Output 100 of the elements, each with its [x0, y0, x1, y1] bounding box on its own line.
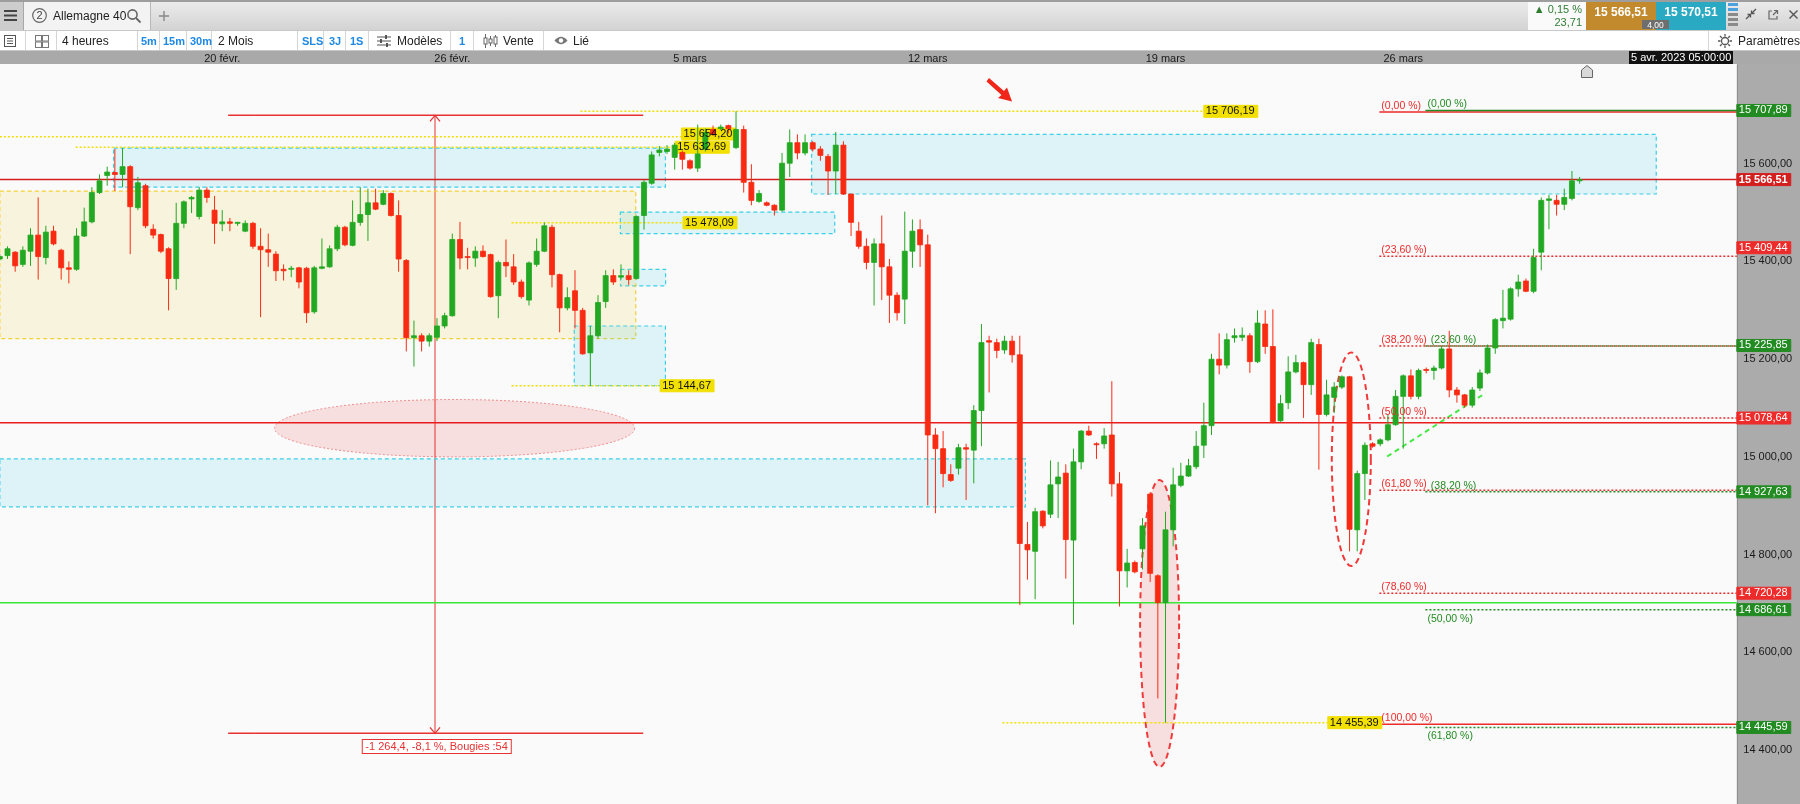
x-tick-label: 5 mars: [673, 51, 708, 64]
text: 15 570,51: [1664, 5, 1718, 19]
text: SLS: [302, 35, 324, 47]
candlestick: [572, 269, 579, 329]
ref-line-label: 14 445,59: [1739, 720, 1788, 733]
candlestick: [618, 263, 625, 281]
ref-line-label: 14 686,61: [1739, 602, 1788, 615]
candlestick: [418, 332, 425, 352]
candlestick: [365, 188, 372, 242]
ref-line-label: 15 566,51: [1739, 172, 1788, 185]
candlestick: [1277, 394, 1284, 423]
candlestick: [1300, 361, 1307, 419]
text: 1S: [350, 35, 364, 47]
candlestick: [1024, 521, 1031, 581]
candlestick: [963, 443, 970, 501]
text: 1: [459, 35, 466, 47]
text: Modèles: [397, 34, 443, 48]
text: 23,71: [1554, 16, 1582, 28]
candlestick: [58, 248, 65, 281]
annotation: (61,80 %): [1381, 478, 1427, 490]
annotation: (61,80 %): [1427, 730, 1474, 742]
candlestick: [587, 325, 594, 387]
y-tick-label: 14 800,00: [1743, 547, 1793, 560]
ref-line-label: 14 720,28: [1739, 586, 1788, 599]
candlestick: [1139, 517, 1146, 570]
annotation: -1 264,4, -8,1 %, Bougies :54: [361, 739, 512, 754]
annotation: (38,20 %): [1431, 479, 1477, 491]
candlestick: [119, 147, 126, 188]
ref-line-label: 14 455,39: [1330, 715, 1379, 728]
y-tick-label: 14 600,00: [1743, 645, 1793, 658]
text: 15 566,51: [1594, 5, 1648, 19]
candlestick: [679, 150, 686, 171]
x-tick-label: 12 mars: [908, 51, 949, 64]
candlestick: [181, 199, 187, 229]
ref-line-label: 15 225,85: [1739, 338, 1788, 351]
ref-line-label: 15 078,64: [1739, 411, 1788, 424]
text: Lié: [573, 34, 590, 48]
candlestick: [986, 335, 993, 393]
text: 5m: [141, 35, 157, 47]
candlestick: [1408, 368, 1414, 400]
text: ▲ 0,15 %: [1533, 3, 1582, 15]
ref-line-label: 14 927,63: [1739, 484, 1788, 497]
candlestick: [1561, 188, 1568, 211]
candlestick: [871, 237, 878, 306]
y-tick-label: 15 200,00: [1743, 352, 1793, 365]
text: 3J: [329, 35, 342, 47]
candlestick: [1040, 509, 1046, 529]
candlestick: [1124, 548, 1131, 588]
annotation: (50,00 %): [1427, 612, 1474, 624]
candlestick: [1101, 427, 1108, 450]
ref-line-label: 15 409,44: [1739, 240, 1788, 253]
candlestick: [211, 195, 218, 245]
x-tick-label: 26 févr.: [434, 51, 471, 64]
candlestick: [342, 225, 348, 247]
text: Paramètres: [1738, 34, 1800, 48]
ref-line-label: 15 144,67: [662, 378, 712, 391]
text: 5 avr. 2023 05:00:00: [1629, 51, 1734, 64]
chart-title: Allemagne 40: [53, 9, 127, 23]
text: 2 Mois: [218, 34, 254, 48]
candlestick: [1553, 194, 1560, 217]
candlestick: [994, 338, 1000, 359]
candlestick: [12, 250, 19, 273]
y-tick-label: 14 400,00: [1743, 743, 1793, 756]
annotation: (23,60 %): [1381, 244, 1427, 256]
text: 15m: [163, 35, 186, 47]
annotation: (38,20 %): [1381, 334, 1427, 346]
candlestick: [917, 218, 924, 268]
candlestick: [1001, 335, 1008, 355]
candlestick: [671, 142, 678, 171]
text: 4,00: [1647, 20, 1664, 30]
candlestick: [35, 196, 42, 281]
candlestick: [1262, 309, 1269, 355]
candlestick: [825, 153, 832, 196]
text: 4 heures: [62, 34, 109, 48]
candlestick: [1469, 386, 1476, 409]
ref-line-label: 15 478,09: [685, 215, 735, 228]
candlestick: [1546, 194, 1553, 230]
x-tick-label: 20 févr.: [204, 51, 241, 64]
candlestick: [411, 320, 418, 368]
x-tick-label: 19 mars: [1145, 51, 1187, 64]
candlestick: [1009, 335, 1016, 364]
candlestick: [227, 217, 233, 232]
ref-line-label: 15 706,19: [1206, 104, 1255, 117]
candlestick: [1216, 332, 1223, 375]
candlestick: [802, 133, 809, 156]
y-tick-label: 15 000,00: [1743, 449, 1793, 462]
y-tick-label: 15 400,00: [1743, 254, 1793, 267]
candlestick: [564, 286, 571, 311]
annotation: (0,00 %): [1427, 98, 1468, 110]
candlestick: [794, 133, 801, 160]
candlestick: [733, 110, 740, 150]
candlestick: [104, 166, 111, 187]
text: Vente: [503, 34, 534, 48]
text: 2: [36, 9, 43, 21]
annotation: (78,60 %): [1381, 581, 1427, 593]
annotation: (0,00 %): [1381, 99, 1422, 111]
candlestick: [787, 129, 793, 178]
ref-line-label: 15 707,89: [1739, 103, 1788, 116]
candlestick: [112, 148, 118, 192]
candlestick: [472, 245, 479, 268]
